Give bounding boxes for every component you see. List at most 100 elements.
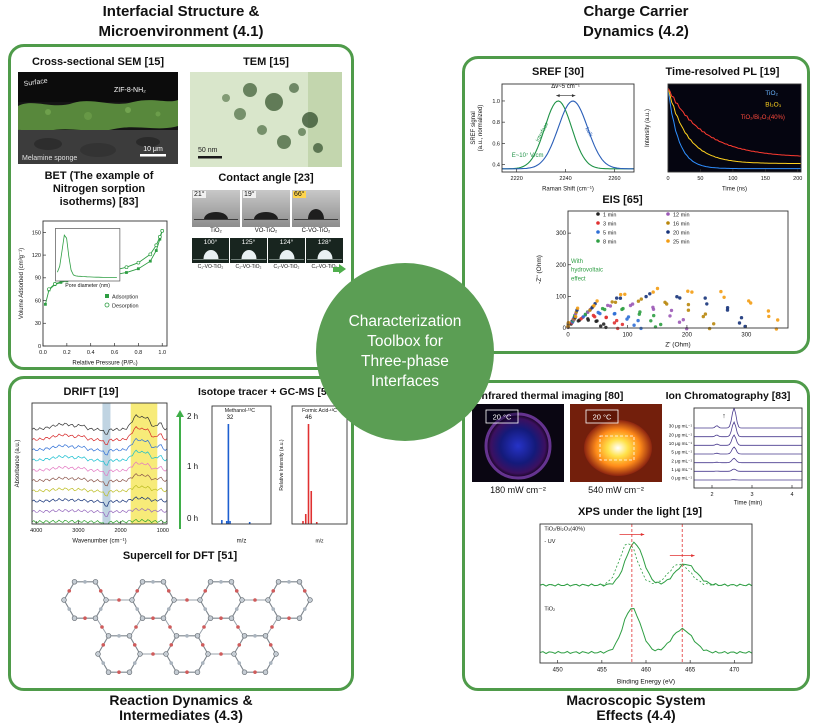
- baseline: [194, 218, 238, 220]
- section-header-43-line1: Reaction Dynamics &: [109, 692, 253, 708]
- svg-text:8 min: 8 min: [603, 240, 616, 246]
- tem-scalebar-label: 50 nm: [198, 147, 218, 154]
- svg-text:Pore diameter (nm): Pore diameter (nm): [65, 283, 110, 289]
- svg-text:(a.u., normalized): (a.u., normalized): [478, 105, 484, 152]
- contact-angle-image-c1: 100°: [192, 238, 229, 263]
- time-label-2h: 2 h: [187, 412, 199, 421]
- svg-text:200: 200: [682, 333, 693, 339]
- svg-text:0.4: 0.4: [492, 163, 500, 169]
- svg-text:2000: 2000: [114, 528, 126, 534]
- section-header-44-line2: Effects (4.4): [596, 706, 676, 723]
- center-text-line3: Three-phase: [361, 353, 449, 370]
- contact-angle-row-bottom: 100° 125° 124° 128°: [192, 238, 343, 263]
- center-text-line2: Toolbox for: [367, 332, 443, 350]
- gcms-title: Isotope tracer + GC-MS [52]: [184, 386, 350, 399]
- section-header-41: Interfacial Structure & Microenvironment…: [8, 2, 354, 41]
- thermal-title-text: Infrared thermal imaging [80]: [478, 390, 624, 402]
- bet-chart: 0.0 0.2 0.4 0.6 0.8 1.0 0 30 60 90 120 150 Relative …: [19, 220, 168, 366]
- svg-text:SREF signal: SREF signal: [471, 111, 477, 144]
- svg-text:30 μg mL⁻¹: 30 μg mL⁻¹: [669, 424, 693, 429]
- svg-text:0: 0: [563, 326, 567, 332]
- svg-text:0.6: 0.6: [111, 350, 119, 356]
- svg-text:2: 2: [710, 492, 713, 498]
- section-header-42-line1: Charge Carrier: [583, 3, 689, 20]
- tem-title-text: TEM [15]: [243, 56, 289, 68]
- temp-readout-box: [585, 409, 619, 424]
- drift-title-text: DRIFT [19]: [63, 386, 119, 398]
- svg-text:0 μg mL⁻¹: 0 μg mL⁻¹: [671, 476, 692, 481]
- time-label-0h: 0 h: [187, 514, 199, 523]
- contact-angle-value: 128°: [317, 239, 332, 246]
- contact-angle-image-c2: 125°: [230, 238, 267, 263]
- svg-text:E~10⁷ V/cm: E~10⁷ V/cm: [512, 152, 544, 159]
- svg-text:Formic Acid-¹³C: Formic Acid-¹³C: [302, 408, 337, 414]
- center-text-line4: Interfaces: [370, 373, 440, 391]
- contact-angle-value: 19°: [243, 191, 256, 198]
- section-header-44: Macroscopic System Effects (4.4): [462, 693, 810, 723]
- droplet-icon: [317, 250, 332, 259]
- section-header-41-line2: Microenvironment (4.1): [98, 22, 264, 40]
- svg-text:2220: 2220: [511, 176, 523, 182]
- svg-text:0: 0: [666, 176, 669, 182]
- contact-angle-image-tio2: 21°: [192, 190, 240, 227]
- sem-scalebar: [140, 154, 166, 157]
- power-label-right: 540 mW cm⁻²: [588, 485, 644, 495]
- contact-angle-image-c3: 124°: [268, 238, 305, 263]
- svg-text:hydrovoltaic: hydrovoltaic: [571, 268, 603, 274]
- tem-title: TEM [15]: [190, 56, 342, 69]
- ic-title: Ion Chromatography [83]: [648, 390, 808, 403]
- tem-image: 50 nm: [190, 72, 342, 167]
- svg-text:Intensity (a.u.): Intensity (a.u.): [645, 109, 651, 147]
- svg-text:300: 300: [556, 231, 567, 237]
- svg-text:1 min: 1 min: [603, 213, 616, 219]
- svg-text:90: 90: [35, 276, 41, 282]
- svg-text:Δv~5 cm⁻¹: Δv~5 cm⁻¹: [551, 84, 580, 90]
- svg-text:effect: effect: [571, 276, 586, 282]
- trpl-title: Time-resolved PL [19]: [640, 66, 805, 79]
- dft-supercell-figure: [61, 579, 313, 675]
- svg-text:30: 30: [35, 321, 41, 327]
- svg-text:1.0: 1.0: [158, 350, 166, 356]
- baseline: [294, 218, 338, 220]
- droplet-icon: [204, 211, 228, 219]
- svg-text:-Z'' (Ohm): -Z'' (Ohm): [536, 255, 543, 284]
- svg-text:Absorbance (a.u.): Absorbance (a.u.): [15, 440, 21, 488]
- baseline: [307, 259, 342, 260]
- contact-angle-row-top: 21° 19° 66°: [192, 190, 340, 227]
- baseline: [269, 259, 304, 260]
- time-label-1h: 1 h: [187, 462, 199, 471]
- svg-text:25 min: 25 min: [673, 240, 690, 246]
- sample-label: C₁-VO-TiO₂: [197, 264, 224, 270]
- svg-text:↑: ↑: [722, 413, 726, 420]
- svg-text:300: 300: [741, 333, 752, 339]
- svg-text:150: 150: [761, 176, 770, 182]
- sem-scalebar-label: 10 μm: [143, 146, 163, 153]
- svg-text:2260: 2260: [608, 176, 620, 182]
- center-text-line1: Characterization: [348, 312, 462, 330]
- svg-text:10 μg mL⁻¹: 10 μg mL⁻¹: [669, 441, 693, 446]
- svg-text:With: With: [571, 259, 583, 265]
- svg-text:TiO₂: TiO₂: [765, 90, 778, 97]
- contact-angle-image-c-vo-tio2: 66°: [292, 190, 340, 227]
- thermal-title: Infrared thermal imaging [80]: [466, 390, 636, 403]
- section-header-44-line1: Macroscopic System: [566, 692, 706, 708]
- arrow-bar: [333, 266, 339, 272]
- svg-text:Relative Intensity (a.u.): Relative Intensity (a.u.): [279, 439, 285, 490]
- dft-title-text: Supercell for DFT [51]: [122, 550, 238, 562]
- svg-text:TiO₂/Bi₂O₃(40%): TiO₂/Bi₂O₃(40%): [544, 526, 585, 532]
- sem-surface-label: Surface: [23, 78, 48, 88]
- svg-text:Volume Adsorbed (cm³g⁻¹): Volume Adsorbed (cm³g⁻¹): [19, 248, 25, 319]
- trpl-title-text: Time-resolved PL [19]: [665, 66, 780, 78]
- svg-text:Time (min): Time (min): [734, 501, 762, 507]
- svg-text:4000: 4000: [30, 528, 42, 534]
- bet-title-line3: isotherms) [83]: [59, 196, 139, 209]
- droplet-icon: [254, 211, 278, 219]
- eis-chart: 0 100 200 300 0 100 200 300 Z' (Ohm) -Z'' (Ohm) 1 …: [536, 210, 789, 348]
- dft-title: Supercell for DFT [51]: [60, 550, 300, 563]
- thermal-image-high-power: 20 °C: [570, 404, 662, 482]
- sample-label: C₃-VO-TiO₂: [273, 264, 300, 270]
- svg-text:460: 460: [641, 668, 652, 674]
- svg-text:20 min: 20 min: [673, 231, 690, 237]
- svg-text:0.8: 0.8: [135, 350, 143, 356]
- svg-text:0.8: 0.8: [492, 120, 500, 126]
